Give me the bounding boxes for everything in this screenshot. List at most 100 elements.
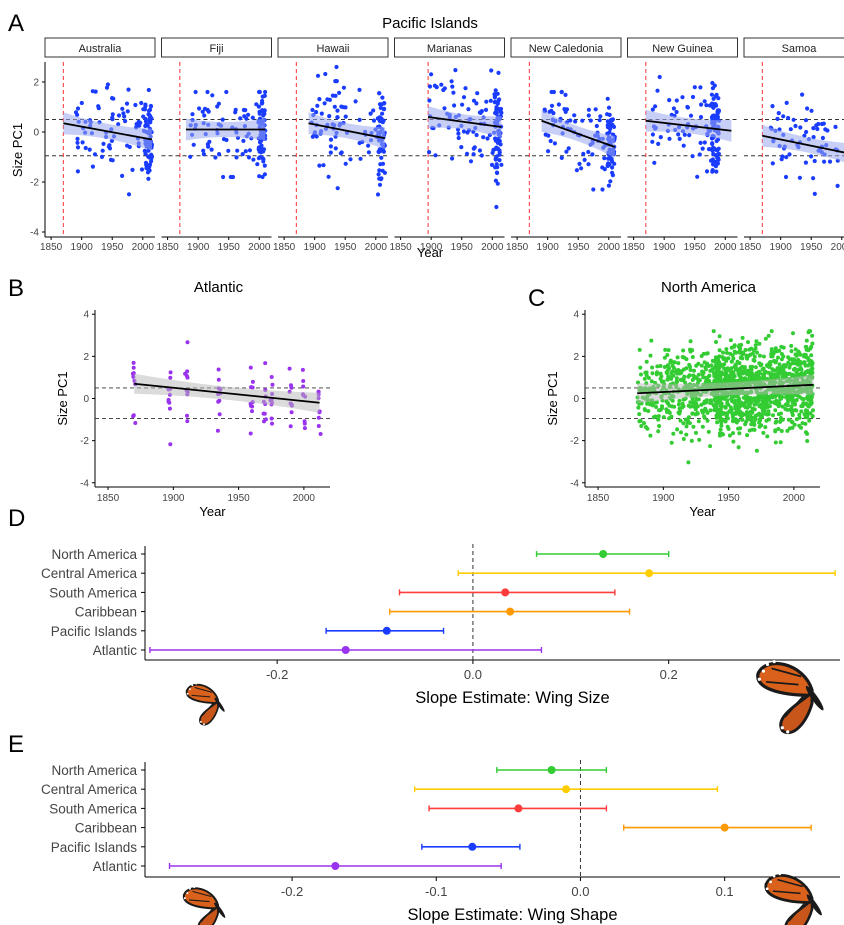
data-point xyxy=(763,399,767,403)
data-point xyxy=(480,153,484,157)
data-point xyxy=(765,405,769,409)
data-point xyxy=(80,101,84,105)
data-point xyxy=(739,413,743,417)
wing-spot xyxy=(184,897,186,899)
data-point xyxy=(694,375,698,379)
data-point xyxy=(442,106,446,110)
data-point xyxy=(754,347,758,351)
data-point xyxy=(485,136,489,140)
data-point xyxy=(731,440,735,444)
data-point xyxy=(700,364,704,368)
data-point xyxy=(572,113,576,117)
data-point xyxy=(636,406,640,410)
data-point xyxy=(111,158,115,162)
data-point xyxy=(125,144,129,148)
data-point xyxy=(714,170,718,174)
data-point xyxy=(691,355,695,359)
data-point xyxy=(581,152,585,156)
data-point xyxy=(744,405,748,409)
data-point xyxy=(376,192,380,196)
data-point xyxy=(108,146,112,150)
data-point xyxy=(484,100,488,104)
data-point xyxy=(677,403,681,407)
data-point xyxy=(659,135,663,139)
data-point xyxy=(84,146,88,150)
data-point xyxy=(186,376,190,380)
data-point xyxy=(249,385,253,389)
data-point xyxy=(715,161,719,165)
data-point xyxy=(676,355,680,359)
data-point xyxy=(708,444,712,448)
x-axis-label-c: Year xyxy=(689,504,716,519)
y-tick-label-a: -4 xyxy=(30,228,39,239)
data-point xyxy=(217,368,221,372)
data-point xyxy=(560,90,564,94)
data-point xyxy=(493,147,497,151)
data-point xyxy=(123,119,127,123)
data-point xyxy=(495,162,499,166)
wing-spot xyxy=(187,693,189,695)
data-point xyxy=(707,364,711,368)
data-point xyxy=(456,132,460,136)
data-point xyxy=(670,441,674,445)
data-point xyxy=(806,404,810,408)
data-point xyxy=(372,119,376,123)
x-tick-label-a: 2000 xyxy=(831,242,844,253)
y-tick-label: -2 xyxy=(570,436,579,447)
data-point xyxy=(682,375,686,379)
x-tick-label-a: 1850 xyxy=(622,242,645,253)
data-point xyxy=(689,339,693,343)
data-point xyxy=(607,106,611,110)
data-point xyxy=(709,401,713,405)
data-point xyxy=(765,434,769,438)
data-point xyxy=(779,412,783,416)
facet-plot xyxy=(162,62,272,237)
data-point xyxy=(798,395,802,399)
data-point xyxy=(667,348,671,352)
data-point xyxy=(656,429,660,433)
data-point xyxy=(314,110,318,114)
data-point xyxy=(475,91,479,95)
data-point xyxy=(789,127,793,131)
data-point xyxy=(726,356,730,360)
data-point xyxy=(813,192,817,196)
data-point xyxy=(710,81,714,85)
data-point xyxy=(194,90,198,94)
data-point xyxy=(301,385,305,389)
data-point xyxy=(168,376,172,380)
data-point xyxy=(149,153,153,157)
data-point xyxy=(564,110,568,114)
estimate-point xyxy=(506,608,514,616)
y-tick-label-a: 2 xyxy=(33,78,39,89)
data-point xyxy=(797,413,801,417)
data-point xyxy=(600,165,604,169)
data-point xyxy=(811,414,815,418)
data-point xyxy=(693,85,697,89)
y-tick-label: 4 xyxy=(573,310,579,321)
data-point xyxy=(786,401,790,405)
data-point xyxy=(780,395,784,399)
data-point xyxy=(133,421,137,425)
data-point xyxy=(793,423,797,427)
data-point xyxy=(120,174,124,178)
data-point xyxy=(667,98,671,102)
data-point xyxy=(650,140,654,144)
data-point xyxy=(764,337,768,341)
data-point xyxy=(666,363,670,367)
data-point xyxy=(723,405,727,409)
data-point xyxy=(756,395,760,399)
data-point xyxy=(317,424,321,428)
data-point xyxy=(809,345,813,349)
data-point xyxy=(714,340,718,344)
data-point xyxy=(383,171,387,175)
y-tick-label-a: -2 xyxy=(30,178,39,189)
data-point xyxy=(806,398,810,402)
data-point xyxy=(249,432,253,436)
y-tick-label: -2 xyxy=(80,436,89,447)
data-point xyxy=(726,411,730,415)
facet-label: Marianas xyxy=(427,43,473,55)
data-point xyxy=(705,169,709,173)
data-point xyxy=(701,411,705,415)
x-tick-label-a: 2000 xyxy=(132,242,155,253)
data-point xyxy=(100,155,104,159)
